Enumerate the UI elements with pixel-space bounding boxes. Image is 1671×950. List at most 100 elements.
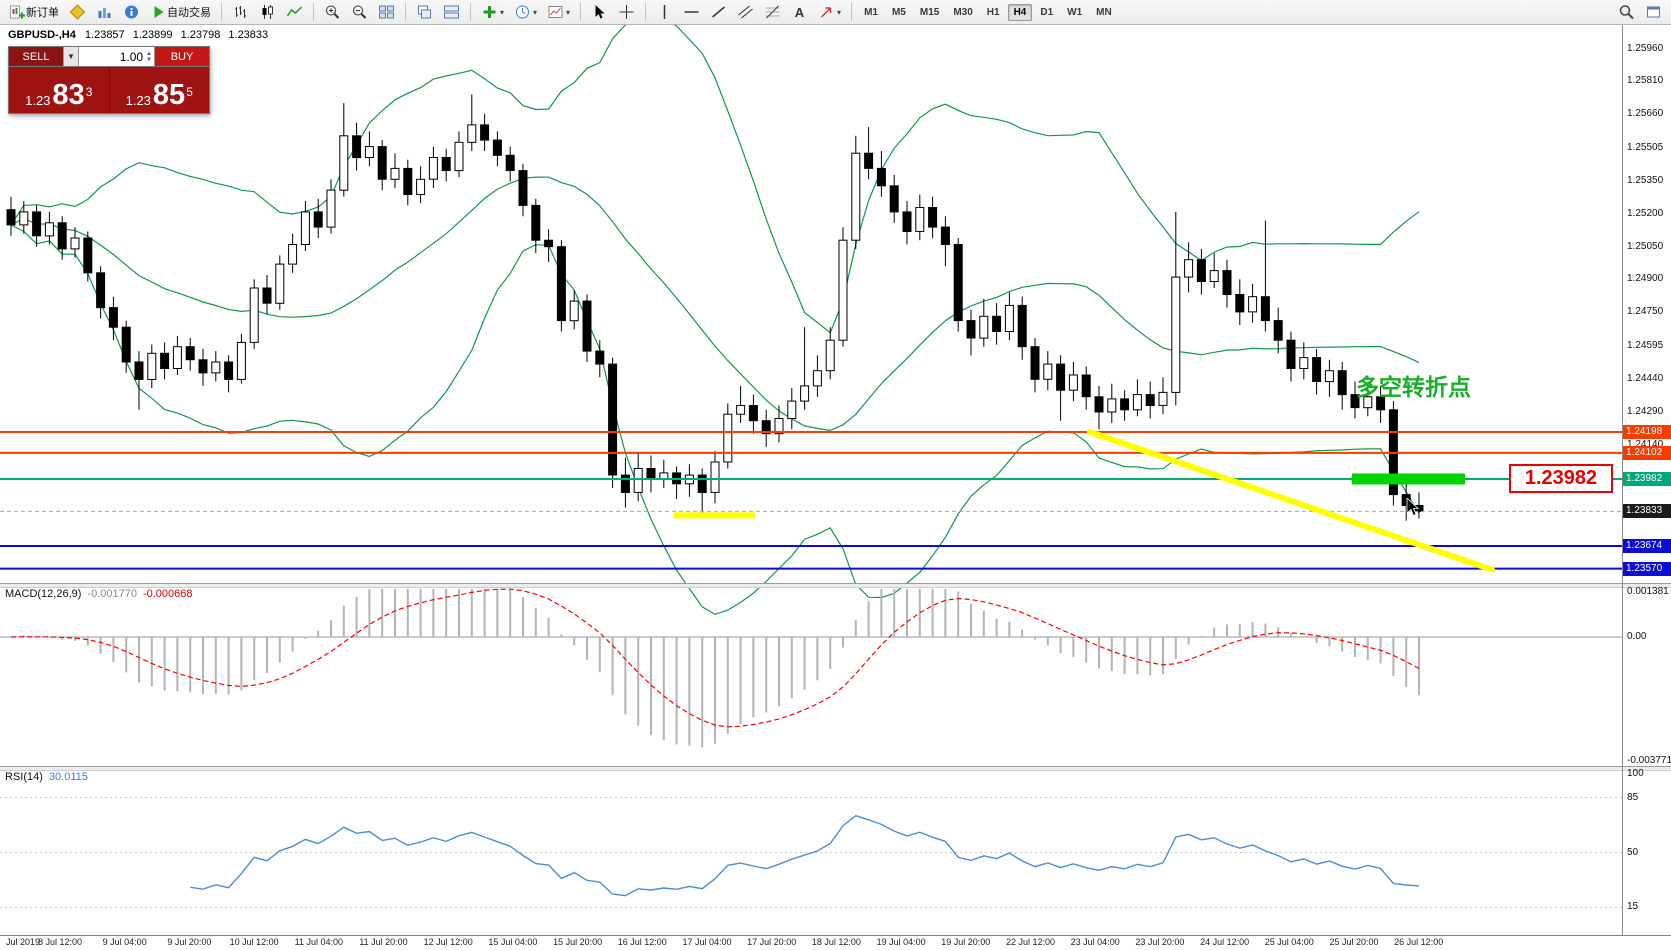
timeframe-w1[interactable]: W1 (1067, 7, 1083, 18)
new-window-icon (1647, 6, 1660, 18)
yellow-support-segment[interactable] (674, 512, 755, 519)
text-icon: A (795, 5, 805, 20)
turning-point-annotation[interactable]: 多空转折点 (1356, 374, 1471, 400)
crosshair-tool-button[interactable] (614, 1, 639, 23)
tile-horizontal-button[interactable] (439, 1, 464, 23)
new-order-button[interactable]: 新订单 (5, 1, 63, 23)
search-button[interactable] (1614, 1, 1639, 23)
fibonacci-tool-button[interactable] (760, 1, 785, 23)
sell-price-big: 83 (52, 79, 85, 111)
rsi-indicator-label: RSI(14) 30.0115 (5, 771, 88, 783)
metaeditor-icon (69, 4, 86, 20)
data-window-button[interactable] (119, 1, 144, 23)
line-chart-button[interactable] (282, 1, 307, 23)
mouse-cursor (1406, 498, 1419, 517)
ohlc-close: 1.23833 (228, 29, 269, 41)
toolbar-separator (645, 3, 647, 21)
tile-windows-button[interactable] (374, 1, 399, 23)
yellow-trendline[interactable] (1087, 429, 1495, 573)
trendline-tool-button[interactable] (706, 1, 731, 23)
bar-chart-button[interactable] (228, 1, 253, 23)
clock-icon (516, 5, 530, 19)
trendline-icon (712, 6, 726, 18)
cursor-tool-button[interactable] (587, 1, 612, 23)
crosshair-icon (619, 5, 634, 19)
horizontal-line-tool-button[interactable] (679, 1, 704, 23)
toolbar-separator (470, 3, 471, 21)
symbol-period-label: GBPUSD-,H4 (8, 29, 76, 41)
channel-icon (738, 5, 753, 19)
timeframe-d1[interactable]: D1 (1040, 7, 1054, 18)
toolbar: 新订单 自动交易 ▾ ▾ ▾ A ▾ M1 M5 M15 M30 H1 H4 D1 W1 MN (0, 0, 1671, 25)
macd-main-value: -0.001770 (87, 588, 137, 600)
timeframe-m5[interactable]: M5 (891, 7, 906, 18)
zoom-out-button[interactable] (347, 1, 372, 23)
toolbar-separator (580, 3, 582, 21)
green-highlight-segment[interactable] (1352, 473, 1465, 485)
chevron-down-icon: ▾ (837, 7, 842, 17)
new-order-label: 新订单 (26, 7, 59, 19)
pane-separator[interactable] (0, 766, 1671, 771)
zoom-in-icon (326, 5, 340, 19)
sell-button[interactable]: SELL (9, 47, 63, 66)
sell-price-pip: 3 (85, 85, 93, 99)
spin-up-icon[interactable]: ▲ (146, 50, 152, 57)
channel-tool-button[interactable] (733, 1, 758, 23)
new-order-icon (10, 5, 25, 19)
toolbar-separator (405, 3, 406, 21)
timeframe-h4[interactable]: H4 (1007, 4, 1033, 21)
templates-button[interactable]: ▾ (543, 1, 574, 23)
indicators-icon (483, 6, 496, 18)
text-tool-button[interactable]: A (787, 1, 812, 23)
buy-button[interactable]: BUY (154, 47, 209, 66)
spin-down-icon[interactable]: ▼ (146, 56, 152, 63)
search-icon (1619, 5, 1634, 20)
volume-field[interactable]: 1.00 ▲ ▼ (79, 47, 154, 66)
market-watch-icon (98, 8, 111, 18)
market-watch-button[interactable] (92, 1, 117, 23)
sell-price-panel[interactable]: 1.23 83 3 (9, 67, 109, 113)
chevron-down-icon: ▾ (533, 7, 538, 17)
tile-horizontal-icon (444, 5, 459, 19)
ohlc-low: 1.23798 (180, 29, 221, 41)
cascade-windows-button[interactable] (412, 1, 437, 23)
fibonacci-icon (765, 5, 780, 19)
vertical-line-tool-button[interactable] (652, 1, 677, 23)
bar-chart-icon (235, 6, 246, 18)
toolbar-separator (313, 3, 314, 21)
indicators-button[interactable]: ▾ (477, 1, 508, 23)
arrow-tool-icon (821, 7, 832, 18)
autotrading-button[interactable]: 自动交易 (146, 1, 215, 23)
timeframe-m30[interactable]: M30 (953, 7, 973, 18)
zoom-in-button[interactable] (320, 1, 345, 23)
one-click-trading-panel: SELL ▼ 1.00 ▲ ▼ BUY 1.23 83 3 1.23 85 5 (8, 46, 210, 114)
macd-signal-line (10, 588, 1420, 728)
timeframe-mn[interactable]: MN (1096, 7, 1112, 18)
candlestick-chart-icon (262, 5, 273, 19)
rsi-name: RSI(14) (5, 771, 43, 783)
timeframe-m15[interactable]: M15 (919, 7, 940, 18)
buy-price-panel[interactable]: 1.23 85 5 (108, 67, 210, 113)
buy-price-prefix: 1.23 (125, 93, 151, 108)
sell-price-prefix: 1.23 (25, 93, 51, 108)
price-callout-box[interactable]: 1.23982 (1509, 464, 1613, 493)
data-window-icon (125, 5, 138, 19)
new-window-button[interactable] (1641, 1, 1666, 23)
volume-stepper[interactable]: ▲ ▼ (146, 51, 152, 63)
ohlc-open: 1.23857 (84, 29, 125, 41)
toolbar-separator (221, 3, 222, 21)
metaeditor-button[interactable] (65, 1, 90, 23)
arrows-tool-button[interactable]: ▾ (814, 1, 845, 23)
line-chart-icon (286, 6, 303, 17)
timeframe-h1[interactable]: H1 (986, 7, 1000, 18)
price-axis-border (1622, 25, 1623, 949)
candlestick-chart-button[interactable] (255, 1, 280, 23)
chevron-down-icon: ▾ (566, 7, 571, 17)
periods-button[interactable]: ▾ (510, 1, 541, 23)
timeframe-m1[interactable]: M1 (864, 7, 878, 18)
volume-value[interactable]: 1.00 (119, 49, 144, 64)
pane-separator[interactable] (0, 583, 1671, 588)
chevron-down-icon[interactable]: ▼ (63, 47, 79, 66)
macd-histogram (22, 589, 1420, 748)
